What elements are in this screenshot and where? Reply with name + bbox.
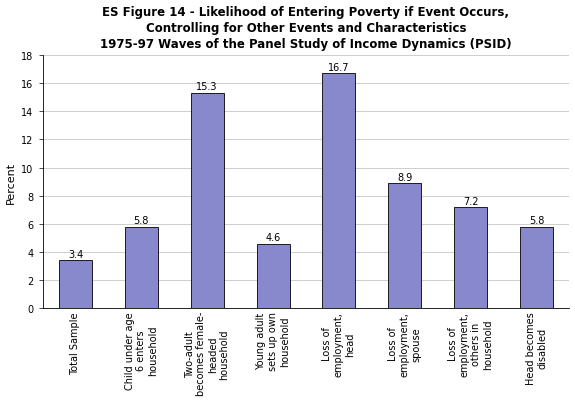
Bar xyxy=(323,74,355,308)
Text: 15.3: 15.3 xyxy=(197,82,218,92)
Bar xyxy=(256,244,290,308)
Bar xyxy=(125,227,158,308)
Text: 8.9: 8.9 xyxy=(397,172,412,182)
Bar xyxy=(59,261,92,308)
Text: 5.8: 5.8 xyxy=(133,216,149,226)
Bar xyxy=(191,94,224,308)
Text: 5.8: 5.8 xyxy=(529,216,544,226)
Bar xyxy=(520,227,553,308)
Text: 16.7: 16.7 xyxy=(328,63,350,73)
Bar xyxy=(388,184,421,308)
Y-axis label: Percent: Percent xyxy=(6,161,16,203)
Text: 3.4: 3.4 xyxy=(68,249,83,259)
Text: 4.6: 4.6 xyxy=(266,233,281,243)
Bar xyxy=(454,207,487,308)
Title: ES Figure 14 - Likelihood of Entering Poverty if Event Occurs,
Controlling for O: ES Figure 14 - Likelihood of Entering Po… xyxy=(100,6,512,51)
Text: 7.2: 7.2 xyxy=(463,196,478,206)
